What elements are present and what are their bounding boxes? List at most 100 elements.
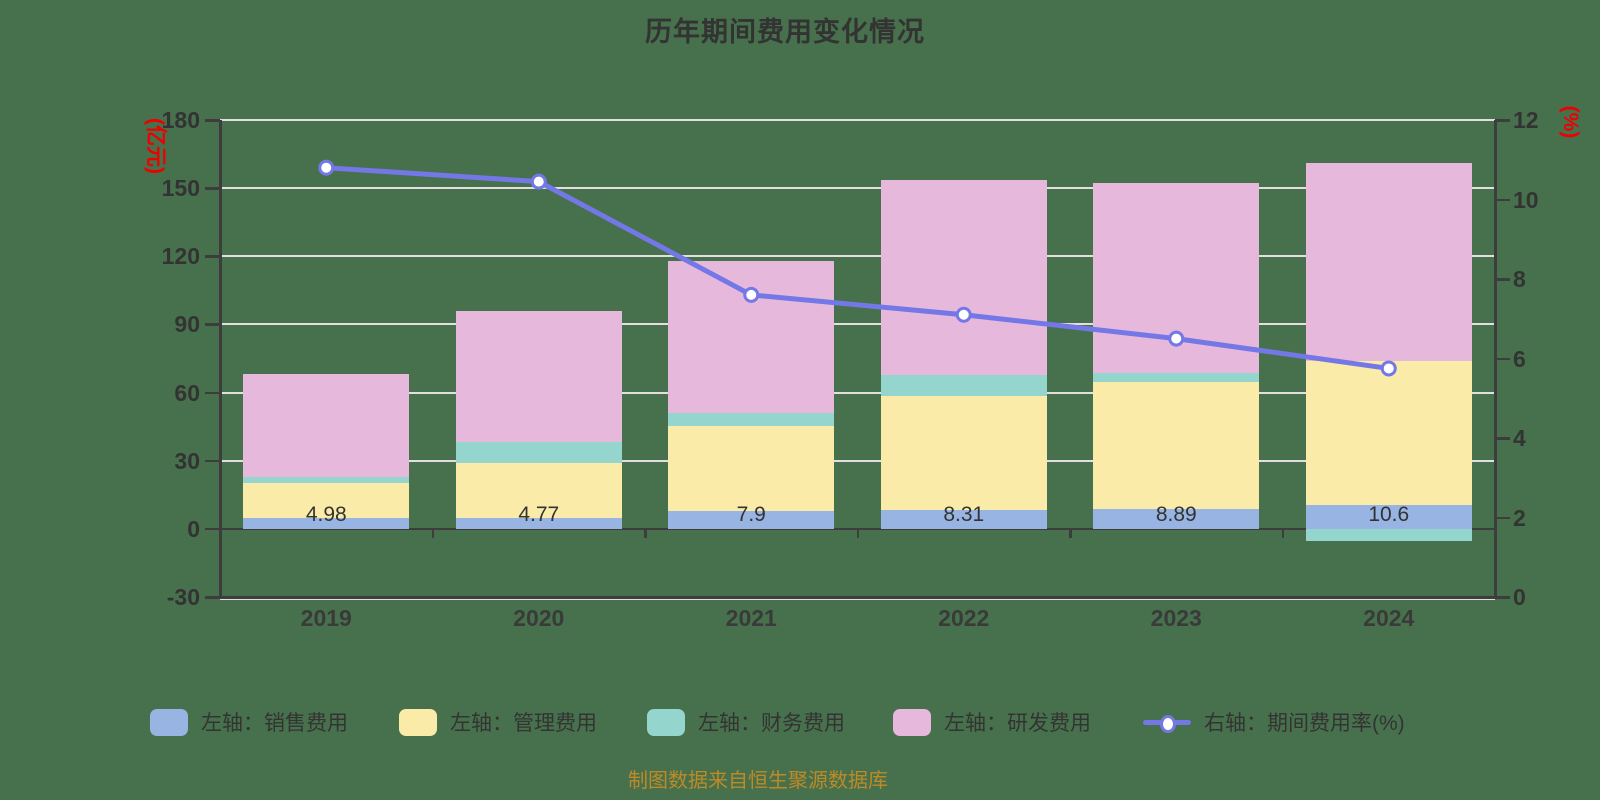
bar-value-label-2024: 10.6 [1368,502,1410,526]
bar-value-label-2023: 8.89 [1155,502,1197,526]
sales-expense-swatch [150,708,188,736]
right-axis-tick-label: 8 [1513,266,1526,292]
bar-value-label-2020: 4.77 [518,502,560,526]
line-point-2024[interactable] [1380,360,1397,377]
left-axis-tick-label: 30 [174,447,200,474]
x-axis-tick [856,529,859,538]
legend-item-admin-expense[interactable]: 左轴：管理费用 [399,702,597,742]
left-axis-tick-label: 60 [174,379,200,406]
left-axis-tick [205,255,220,258]
x-axis-tick [1281,529,1284,538]
right-axis-tick [1495,596,1510,599]
left-axis-tick-label: 120 [161,243,200,270]
legend-label: 左轴：销售费用 [201,712,348,735]
bar-segment-销售费用-2023[interactable] [1093,508,1260,529]
left-axis-tick [205,119,220,122]
line-point-2022[interactable] [955,306,972,323]
bar-segment-销售费用-2024[interactable] [1305,504,1472,529]
x-axis-tick [431,529,434,538]
grid-line [220,598,1495,600]
right-axis-tick [1495,119,1510,122]
bar-segment-财务费用-2021[interactable] [668,413,835,426]
grid-line [220,459,1495,462]
grid-line [220,119,1495,121]
right-axis-tick [1495,198,1510,201]
bar-segment-管理费用-2020[interactable] [455,462,622,519]
legend-item-expense-ratio[interactable]: 右轴：期间费用率(%) [1143,702,1405,742]
legend-item-sales-expense[interactable]: 左轴：销售费用 [150,702,348,742]
x-axis-tick [1069,529,1072,538]
bar-segment-财务费用-2023[interactable] [1093,372,1260,382]
right-axis-tick-label: 2 [1513,504,1526,531]
legend-label: 左轴：管理费用 [450,712,597,735]
bar-segment-研发费用-2019[interactable] [243,374,410,477]
legend-label: 右轴：期间费用率(%) [1204,712,1405,735]
bar-segment-财务费用-2019[interactable] [243,476,410,484]
bar-segment-研发费用-2024[interactable] [1305,162,1472,361]
bar-segment-研发费用-2022[interactable] [880,180,1047,375]
right-axis-tick [1495,278,1510,281]
left-axis-tick [205,527,220,531]
left-axis-unit: (亿元) [144,118,167,174]
bar-segment-销售费用-2019[interactable] [243,517,410,529]
bar-value-label-2022: 8.31 [943,502,985,526]
right-axis-unit: (%) [1559,105,1582,139]
grid-line [220,187,1495,190]
x-axis-label-2022: 2022 [938,605,990,631]
zero-axis-line [220,527,1495,531]
left-axis-tick [205,323,220,326]
rnd-expense-swatch [893,708,931,736]
line-point-2019[interactable] [318,159,335,176]
right-axis-tick-label: 0 [1513,584,1526,610]
left-axis-tick [205,391,220,395]
grid-line [220,323,1495,326]
x-axis-label-2020: 2020 [513,605,565,631]
right-axis-tick [1495,357,1510,360]
bar-segment-财务费用-2022[interactable] [880,374,1047,396]
bottom-axis-line [219,596,1496,599]
left-axis-tick [205,596,220,599]
finance-expense-swatch [647,708,685,736]
bar-segment-销售费用-2021[interactable] [668,510,835,529]
left-axis-tick-label: 90 [174,311,200,338]
bar-segment-财务费用-2020[interactable] [455,442,622,463]
bar-segment-管理费用-2022[interactable] [880,395,1047,510]
data-source-caption: 制图数据来自恒生聚源数据库 [628,770,888,792]
bar-segment-财务费用-2024[interactable] [1305,528,1472,542]
bar-segment-销售费用-2022[interactable] [880,509,1047,529]
chart-title: 历年期间费用变化情况 [645,17,925,47]
line-point-2023[interactable] [1168,330,1185,347]
line-point-2020[interactable] [530,173,547,190]
right-axis-tick [1495,516,1510,519]
left-axis-tick-label: 0 [187,515,200,542]
legend-item-rnd-expense[interactable]: 左轴：研发费用 [893,702,1091,742]
legend: 左轴：销售费用 左轴：管理费用 左轴：财务费用 左轴：研发费用 右轴：期间费用率… [0,702,1600,742]
bar-value-label-2021: 7.9 [736,502,766,526]
x-axis-label-2021: 2021 [725,605,777,631]
right-axis-tick-label: 4 [1513,425,1526,451]
x-axis-label-2019: 2019 [300,605,352,631]
right-axis-tick-label: 10 [1513,186,1539,213]
grid-line [220,255,1495,258]
bar-segment-管理费用-2019[interactable] [243,483,410,518]
bar-segment-研发费用-2020[interactable] [455,310,622,443]
left-axis-line [219,120,222,599]
legend-label: 左轴：财务费用 [698,712,845,735]
bar-value-label-2019: 4.98 [305,502,347,526]
legend-item-finance-expense[interactable]: 左轴：财务费用 [647,702,845,742]
bar-segment-管理费用-2021[interactable] [668,425,835,511]
expense-ratio-line-icon [1143,709,1191,736]
bar-segment-管理费用-2024[interactable] [1305,360,1472,505]
bar-segment-研发费用-2021[interactable] [668,260,835,414]
left-axis-tick [205,187,220,190]
left-axis-tick-label: -30 [166,584,200,610]
right-axis-tick [1495,437,1510,440]
bar-segment-销售费用-2020[interactable] [455,518,622,529]
right-axis-tick-label: 6 [1513,345,1526,372]
x-axis-label-2023: 2023 [1150,605,1202,631]
left-axis-tick-label: 150 [161,175,200,202]
line-point-2021[interactable] [743,286,760,303]
bar-segment-管理费用-2023[interactable] [1093,381,1260,509]
grid-line [220,391,1495,394]
